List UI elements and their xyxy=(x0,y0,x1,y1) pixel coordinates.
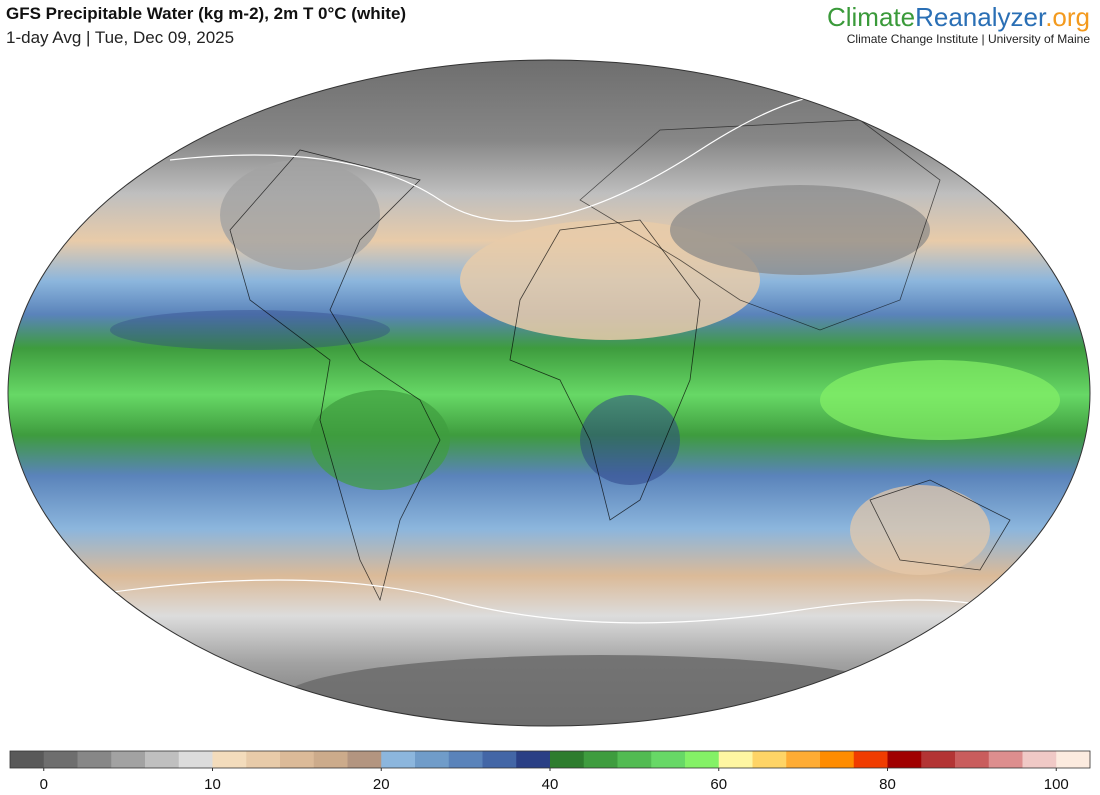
colorbar-swatch xyxy=(482,751,517,768)
colorbar-swatch xyxy=(280,751,315,768)
colorbar-swatch xyxy=(448,751,483,768)
colorbar-swatch xyxy=(651,751,686,768)
colorbar-swatch xyxy=(820,751,855,768)
colorbar-swatch xyxy=(111,751,146,768)
globe xyxy=(8,60,1090,726)
colorbar-swatch xyxy=(246,751,281,768)
logo-part: Climate xyxy=(826,2,916,32)
colorbar-swatch xyxy=(786,751,821,768)
colorbar-swatch xyxy=(583,751,618,768)
map-title: GFS Precipitable Water (kg m-2), 2m T 0°… xyxy=(6,4,407,23)
colorbar-swatch xyxy=(10,751,45,768)
colorbar-swatch xyxy=(516,751,551,768)
colorbar-swatch xyxy=(988,751,1023,768)
logo-part: .org xyxy=(1045,2,1090,32)
colorbar-swatch xyxy=(887,751,922,768)
colorbar-swatch xyxy=(43,751,78,768)
colorbar-tick-label: 80 xyxy=(879,776,896,793)
colorbar-swatch xyxy=(550,751,585,768)
colorbar-swatch xyxy=(77,751,112,768)
colorbar-swatch xyxy=(1022,751,1057,768)
colorbar-swatch xyxy=(718,751,753,768)
colorbar-tick-label: 10 xyxy=(204,776,221,793)
organization: Climate Change Institute | University of… xyxy=(846,32,1090,46)
logo-part: Reanalyzer xyxy=(915,2,1046,32)
colorbar-swatch xyxy=(347,751,382,768)
colorbar-swatch xyxy=(955,751,990,768)
colorbar-swatch xyxy=(381,751,416,768)
colorbar-swatch xyxy=(853,751,888,768)
colorbar-swatch xyxy=(617,751,652,768)
colorbar-swatch xyxy=(145,751,180,768)
colorbar-tick-label: 0 xyxy=(40,776,48,793)
logo[interactable]: ClimateReanalyzer.org xyxy=(827,2,1090,33)
colorbar-swatch xyxy=(1056,751,1091,768)
colorbar-swatch xyxy=(313,751,348,768)
colorbar-swatch xyxy=(178,751,213,768)
colorbar-tick-label: 20 xyxy=(373,776,390,793)
map-subtitle: 1-day Avg | Tue, Dec 09, 2025 xyxy=(6,28,235,47)
colorbar-swatch xyxy=(415,751,450,768)
colorbar-swatch xyxy=(685,751,720,768)
colorbar: 0 10 20 40 60 80 100 xyxy=(9,750,1091,793)
colorbar-tick-label: 60 xyxy=(710,776,727,793)
colorbar-tick-label: 40 xyxy=(542,776,559,793)
colorbar-tick-label: 100 xyxy=(1044,776,1069,793)
colorbar-swatch xyxy=(921,751,956,768)
colorbar-swatch xyxy=(752,751,787,768)
colorbar-swatch xyxy=(212,751,247,768)
